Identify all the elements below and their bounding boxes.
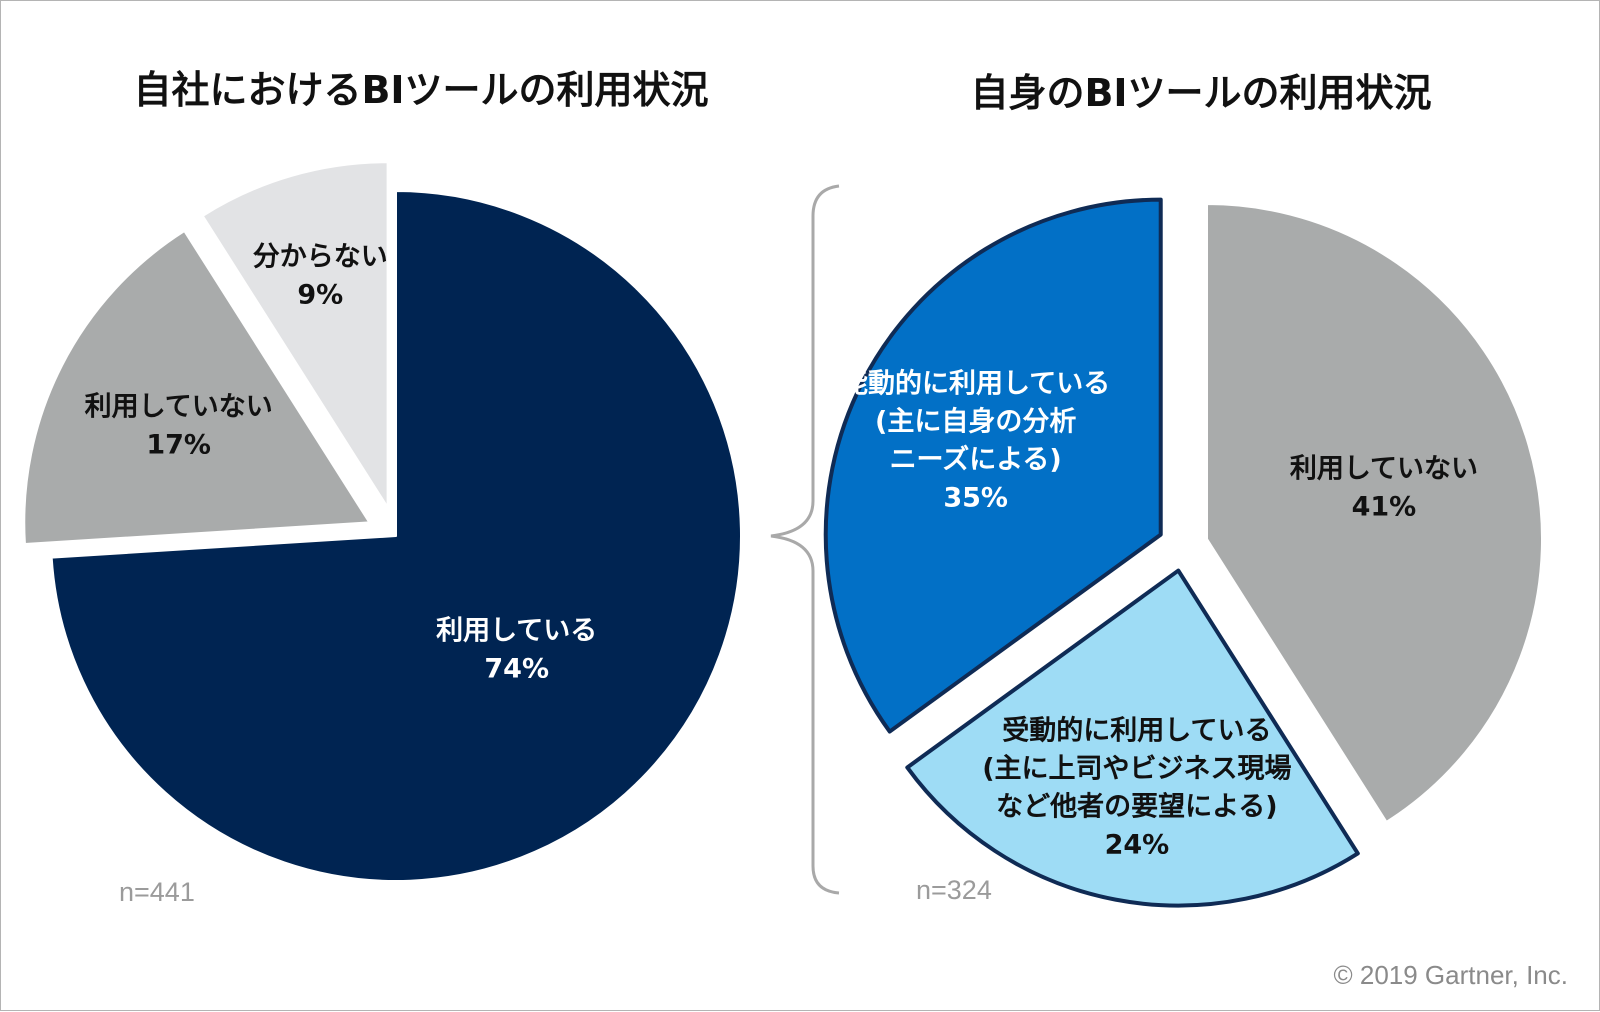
pie-0-slice-2-value: 9% bbox=[297, 279, 343, 310]
pie-0-slice-1-label: 利用していない 17% bbox=[85, 391, 273, 460]
left-pie-chart: 利用している 74% 利用していない 17% 分からない 9% bbox=[23, 161, 742, 882]
pie-0-slice-0 bbox=[50, 190, 742, 882]
left-sample-size: n=441 bbox=[119, 877, 195, 907]
pie-1-slice-1-label-line: など他者の要望による) bbox=[996, 792, 1278, 823]
pie-1-slice-2-label-line: ニーズによる) bbox=[890, 443, 1062, 475]
pie-0-slice-1 bbox=[23, 230, 371, 546]
pie-0-slice-2 bbox=[201, 161, 389, 509]
connecting-brace bbox=[770, 184, 840, 895]
pie-1-slice-0 bbox=[1206, 203, 1543, 823]
pie-0-slice-0-label: 利用している 74% bbox=[436, 615, 597, 684]
pie-0-slice-1-value: 17% bbox=[146, 429, 211, 460]
right-pie-chart: 利用していない 41% 受動的に利用している (主に上司やビジネス現場など他者の要望に… bbox=[823, 197, 1543, 908]
left-chart-title: 自社におけるBIツールの利用状況 bbox=[133, 68, 708, 112]
pie-1-slice-1-value: 24% bbox=[1105, 830, 1170, 861]
pie-1-slice-1-label: 受動的に利用している (主に上司やビジネス現場など他者の要望による) 24% bbox=[982, 715, 1291, 861]
pie-1-slice-0-value: 41% bbox=[1352, 492, 1417, 523]
pie-1-slice-0-label: 利用していない 41% bbox=[1290, 454, 1478, 523]
pie-1-slice-1-label-line: (主に上司やビジネス現場 bbox=[982, 754, 1291, 785]
pie-0-slice-2-label-line: 分からない bbox=[253, 241, 388, 272]
pie-0-slice-0-value: 74% bbox=[484, 653, 549, 684]
pie-0-slice-2-label: 分からない 9% bbox=[253, 241, 388, 310]
pie-0-slice-0-label-line: 利用している bbox=[436, 615, 597, 646]
right-sample-size: n=324 bbox=[916, 875, 992, 905]
pie-1-slice-2-value: 35% bbox=[943, 482, 1008, 513]
pie-1-slice-2-label-line: (主に自身の分析 bbox=[875, 405, 1076, 437]
copyright-text: © 2019 Gartner, Inc. bbox=[1333, 960, 1568, 990]
pie-1-slice-2 bbox=[823, 197, 1163, 734]
pie-0-slice-1-label-line: 利用していない bbox=[85, 391, 273, 422]
pie-1-slice-2-label-line: 能動的に利用している bbox=[841, 367, 1110, 399]
right-chart-title: 自身のBIツールの利用状況 bbox=[970, 71, 1431, 115]
pie-1-slice-1-label-line: 受動的に利用している bbox=[1002, 715, 1271, 747]
pie-1-slice-2-label: 能動的に利用している (主に自身の分析ニーズによる) 35% bbox=[841, 367, 1110, 513]
pie-1-slice-1 bbox=[905, 568, 1360, 908]
pie-1-slice-0-label-line: 利用していない bbox=[1290, 454, 1478, 485]
